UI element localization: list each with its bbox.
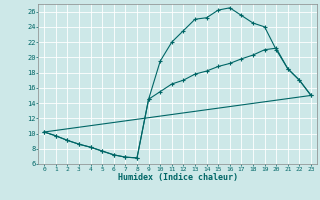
X-axis label: Humidex (Indice chaleur): Humidex (Indice chaleur) xyxy=(118,173,238,182)
